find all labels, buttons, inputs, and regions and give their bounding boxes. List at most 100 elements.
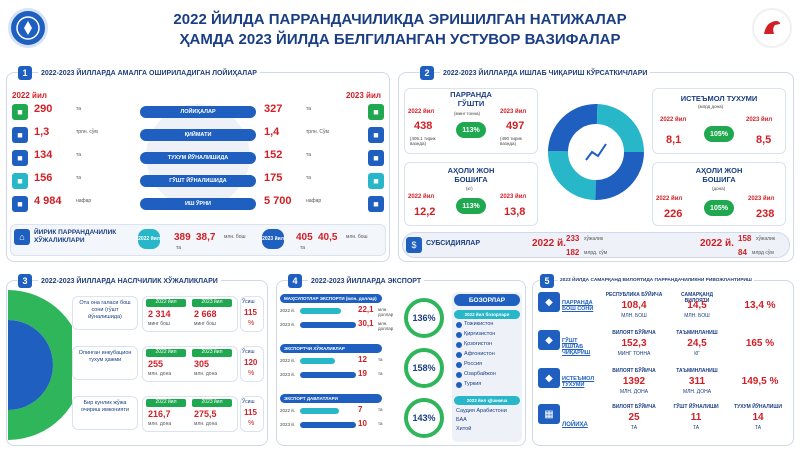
egg-per-capita-growth: 105% [704, 200, 734, 216]
section-2-title: 2022-2023 ЙИЛЛАРДА ИШЛАБ ЧИҚАРИШ КЎРСАТК… [440, 70, 651, 77]
market-2022: Россия [464, 361, 483, 367]
poultry-meat-year-2023: 2023 йил [500, 109, 527, 115]
subsidy-year-b: 2022 й. [700, 238, 734, 249]
large-farms-box [10, 224, 386, 256]
project-label: ЛОЙИҲА [562, 422, 588, 428]
subsidy-bar [402, 232, 790, 258]
breeding-value-2023: 2 668 [194, 309, 217, 319]
unit-2022: трлн. сўм [76, 129, 98, 135]
row-icon-left: ■ [12, 196, 28, 212]
samarkand-c1-unit: МЛН. ДОНА [619, 389, 649, 395]
breeding-row-label: Ота она галаси бош сони (гўшт йўналишида… [79, 300, 131, 320]
growth-label: Ўсиш [242, 299, 255, 305]
bird-logo [752, 8, 792, 48]
market-bullet [456, 372, 462, 378]
eggs-box [652, 88, 786, 154]
samarkand-project-unit: ТА [754, 425, 762, 431]
growth-unit: % [248, 320, 255, 327]
poultry-meat-growth: 113% [456, 122, 486, 138]
large-farms-2023-count-unit: та [300, 245, 306, 251]
value-2023: 152 [264, 149, 283, 161]
samarkand-project-title: ТУХУМ ЙЎНАЛИШИ [734, 404, 782, 410]
export-value-2023: 19 [358, 369, 367, 378]
section-3-number: 3 [18, 274, 32, 288]
market-2022: Тожикистон [464, 321, 494, 327]
export-bar-2023 [300, 372, 356, 378]
money-icon: $ [406, 237, 422, 253]
subsidy-b-amount-unit: млрд сўм [752, 250, 774, 256]
value-2022: 134 [34, 149, 53, 161]
large-farms-year-2023: 2023 йил [262, 229, 284, 249]
ministry-emblem [8, 8, 48, 48]
subsidy-year-a: 2022 й. [532, 238, 566, 249]
unit-2022: нафар [76, 198, 92, 204]
poultry-meat-title: ПАРРАНДА ГЎШТИ [450, 90, 492, 108]
export-year-2023: 2023 й. [280, 422, 296, 427]
export-bar-2022 [300, 358, 335, 364]
export-year-2022: 2022 й. [280, 308, 296, 313]
breeding-value-2022: 216,7 [148, 409, 171, 419]
samarkand-row-icon: ◆ [538, 368, 560, 388]
row-label: ҚИЙМАТИ [140, 129, 256, 141]
samarkand-c2-title: САМАРҚАНД ВИЛОЯТИ [680, 292, 714, 304]
section-5-title: 2023 ЙИЛДА САМАРҚАНД ВИЛОЯТИДА ПАРРАНДАЧ… [558, 278, 754, 283]
export-group-label: ЭКСПОРТ ДАВЛАТЛАРИ [280, 394, 382, 403]
section-5-number: 5 [540, 274, 554, 288]
market-2022: Озарбайжон [464, 371, 496, 377]
eggs-unit: (млрд дона) [698, 104, 724, 109]
value-2022: 156 [34, 172, 53, 184]
row-label: ТУХУМ ЙЎНАЛИШИДА [140, 152, 256, 164]
eggs-growth: 105% [704, 126, 734, 142]
value-2023: 5 700 [264, 195, 292, 207]
meat-per-capita-year-2022: 2022 йил [408, 194, 435, 200]
poultry-meat-2022-sub: (405.1 тирик вазнда) [410, 136, 436, 146]
breeding-arc [8, 290, 72, 440]
section-4-title: 2022-2023 ЙИЛЛАРДА ЭКСПОРТ [308, 278, 425, 285]
market-2023: БАА [456, 417, 467, 423]
emblem-icon [16, 16, 40, 40]
market-2022: Туркия [464, 381, 482, 387]
export-year-2023: 2023 й. [280, 322, 296, 327]
large-farms-2022-heads: 38,7 [196, 232, 216, 243]
poultry-meat-2023-value: 497 [506, 120, 525, 132]
subsidy-b-amount: 84 [738, 248, 747, 257]
unit-2023: та [306, 175, 312, 181]
market-bullet [456, 342, 462, 348]
breeding-year-2022: 2022 йил [146, 349, 186, 357]
growth-value: 115 [244, 408, 257, 417]
meat-per-capita-2022-value: 12,2 [414, 206, 436, 218]
samarkand-project-value: 25 [628, 412, 640, 423]
poultry-meat-2023-sub: (490 тирик вазнда) [500, 136, 522, 146]
unit-2023: та [306, 152, 312, 158]
samarkand-share: 13,4 % [744, 300, 776, 311]
export-bar-2022 [300, 308, 341, 314]
export-unit-2023: та [378, 421, 383, 426]
samarkand-row-icon: ◆ [538, 292, 560, 312]
row-icon-right: ■ [368, 196, 384, 212]
section-2-number: 2 [420, 66, 434, 80]
title-line-1: 2022 ЙИЛДА ПАРРАНДАЧИЛИКДА ЭРИШИЛГАН НАТ… [173, 11, 627, 28]
export-unit-2022: та [378, 357, 383, 362]
poultry-meat-unit: (минг тонна) [454, 111, 480, 116]
export-bar-2022 [300, 408, 339, 414]
samarkand-c2-value: 14,5 [687, 300, 707, 311]
eggs-2023-value: 8,5 [756, 134, 772, 146]
unit-2022: та [76, 106, 82, 112]
section-1-title: 2022-2023 ЙИЛЛАРДА АМАЛГА ОШИРИЛАДИГАН Л… [38, 70, 260, 77]
samarkand-project-value: 14 [752, 412, 764, 423]
value-2022: 290 [34, 103, 53, 115]
large-farms-2023-count: 405 [296, 232, 313, 243]
export-group-label: МАҲСУЛОТЛАР ЭКСПОРТИ (млн. доллар) [280, 294, 382, 303]
breeding-row-label-box [72, 296, 138, 330]
growth-box [240, 346, 264, 382]
samarkand-c1-title: РЕСПУБЛИКА БЎЙИЧА [605, 292, 663, 298]
breeding-year-2023: 2023 йил [192, 399, 232, 407]
export-value-2022: 12 [358, 355, 367, 364]
row-icon-left: ■ [12, 127, 28, 143]
poultry-meat-year-2022: 2022 йил [408, 109, 435, 115]
large-farms-2022-heads-unit: млн. бош [224, 234, 246, 240]
samarkand-c1-value: 152,3 [621, 338, 647, 349]
export-value-2022: 22,1 [358, 305, 374, 314]
export-value-2023: 10 [358, 419, 367, 428]
breeding-unit-2023: минг бош [194, 321, 216, 327]
